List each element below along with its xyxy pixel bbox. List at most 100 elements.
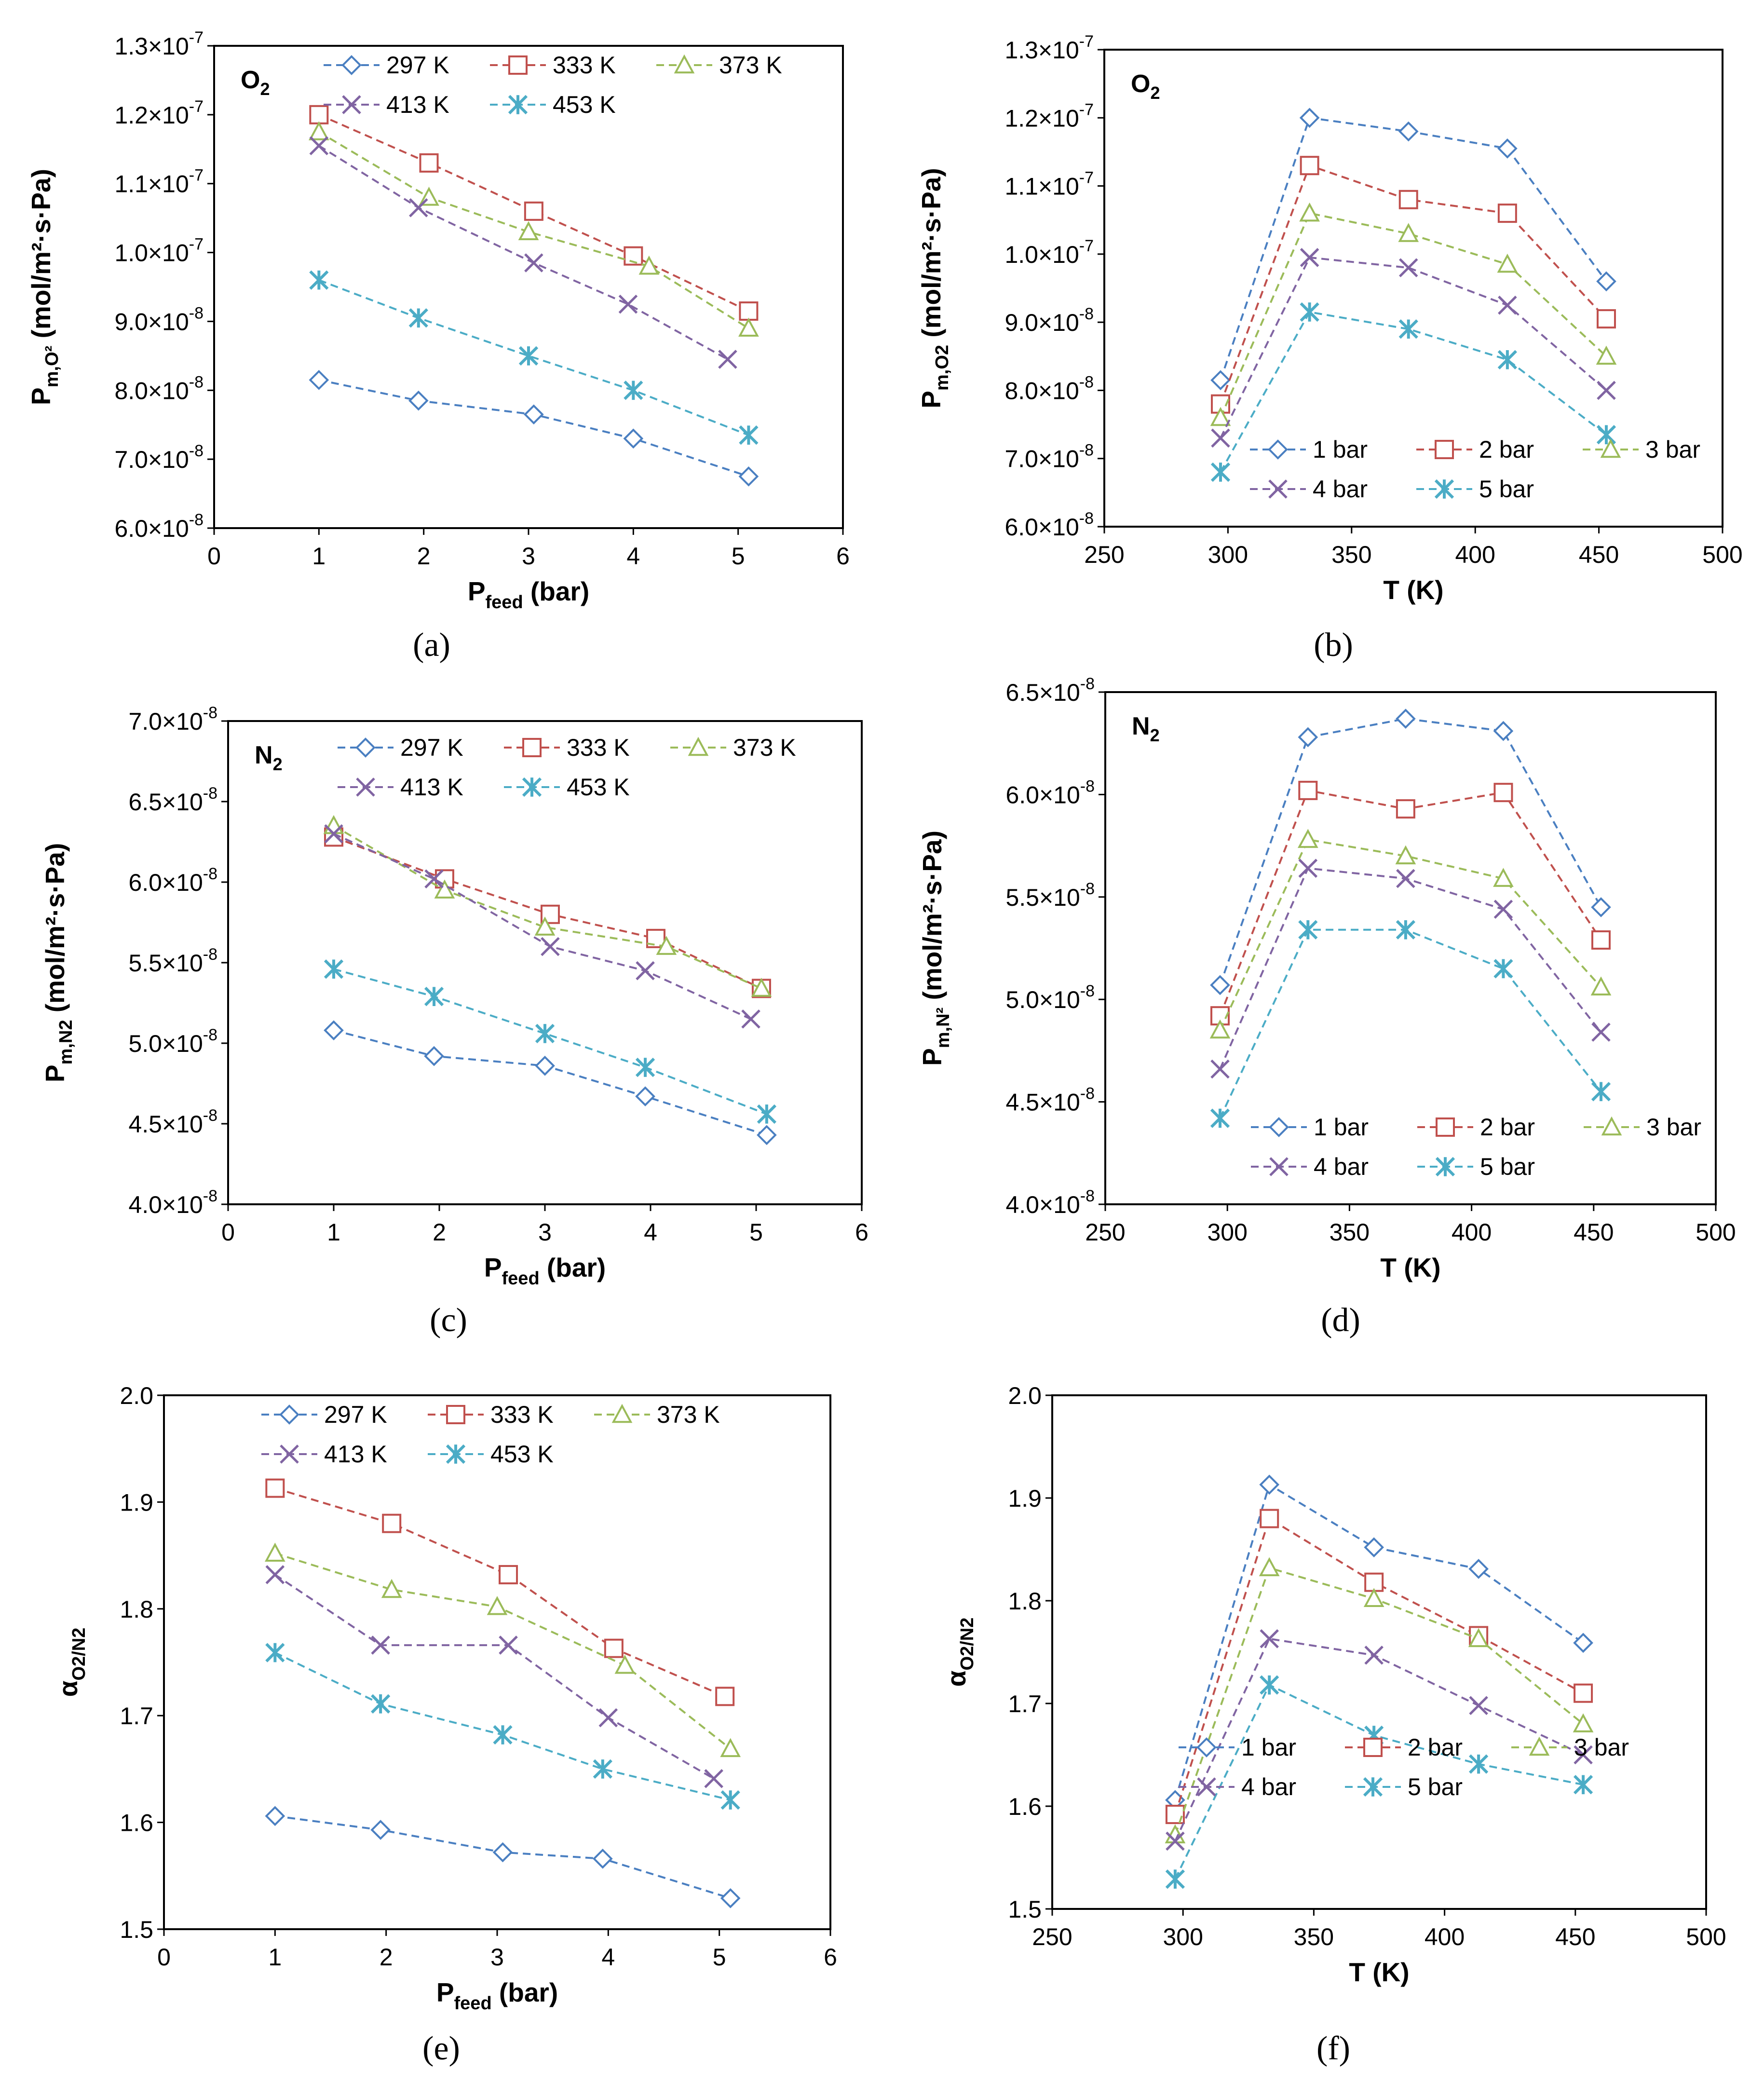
data-point bbox=[499, 1635, 518, 1655]
y-tick-exponent: -8 bbox=[203, 865, 217, 883]
series-5-bar bbox=[1210, 302, 1616, 482]
y-tick-mantissa: 7.0×10 bbox=[128, 708, 203, 735]
data-point bbox=[1210, 975, 1230, 995]
marker-stroke bbox=[636, 961, 655, 981]
series-line bbox=[1220, 311, 1607, 473]
gas-label: O2 bbox=[241, 66, 270, 99]
y-tick-label: 1.2×10-7 bbox=[114, 97, 204, 129]
y-tick-mantissa: 6.0×10 bbox=[114, 515, 189, 542]
data-point bbox=[1299, 108, 1320, 128]
data-point bbox=[487, 1596, 508, 1615]
y-tick-exponent: -8 bbox=[1080, 880, 1095, 898]
marker-stroke bbox=[1591, 1022, 1611, 1042]
legend-marker bbox=[342, 95, 361, 114]
y-tick-mantissa: 5.5×10 bbox=[1005, 884, 1080, 911]
legend: 297 K 333 K 373 K 413 K 453 K bbox=[261, 1401, 720, 1468]
y-tick-exponent: -8 bbox=[203, 945, 217, 964]
marker-stroke bbox=[1268, 479, 1288, 499]
data-point bbox=[1364, 1572, 1384, 1592]
legend-marker bbox=[1436, 1117, 1455, 1137]
legend-label: 5 bar bbox=[1408, 1773, 1463, 1800]
data-point bbox=[1591, 1022, 1611, 1042]
y-tick-label: 5.5×10-8 bbox=[1005, 880, 1095, 911]
y-axis-label-main: α bbox=[941, 1670, 971, 1687]
data-point bbox=[1596, 309, 1616, 329]
data-point bbox=[715, 1687, 735, 1706]
series-line bbox=[318, 145, 728, 360]
legend-label: 333 K bbox=[567, 734, 630, 761]
y-tick-label: 7.0×10-8 bbox=[128, 704, 217, 735]
x-tick-label: 3 bbox=[490, 1944, 504, 1971]
legend-marker bbox=[1196, 1737, 1217, 1757]
marker-stroke bbox=[1364, 1646, 1384, 1665]
y-tick-label: 5.5×10-8 bbox=[128, 945, 217, 977]
legend-label: 373 K bbox=[733, 734, 796, 761]
legend-label: 2 bar bbox=[1479, 436, 1534, 463]
marker-stroke bbox=[1396, 869, 1415, 888]
legend-label: 453 K bbox=[553, 91, 616, 118]
marker-stroke bbox=[424, 869, 444, 889]
legend-item: 1 bar bbox=[1250, 436, 1368, 463]
data-point bbox=[1396, 920, 1415, 940]
y-tick-exponent: -8 bbox=[189, 304, 204, 322]
y-tick-label: 2.0 bbox=[120, 1382, 153, 1409]
series-2-bar bbox=[1210, 780, 1611, 1026]
data-point bbox=[1574, 1683, 1593, 1703]
legend-label: 3 bar bbox=[1646, 1114, 1701, 1141]
series-333-K bbox=[265, 1478, 735, 1706]
marker-stroke bbox=[1210, 1059, 1230, 1079]
x-tick-label: 5 bbox=[732, 543, 745, 570]
y-tick-label: 1.3×10-7 bbox=[114, 28, 204, 60]
data-point bbox=[1468, 1754, 1489, 1774]
y-tick-mantissa: 6.0×10 bbox=[1005, 781, 1080, 808]
y-tick-exponent: -8 bbox=[1079, 373, 1094, 391]
legend-label: 453 K bbox=[567, 774, 630, 801]
x-tick-label: 350 bbox=[1331, 541, 1371, 568]
series-5-bar bbox=[1210, 920, 1611, 1128]
y-axis-label-main: P bbox=[40, 1064, 70, 1082]
y-tick-label: 5.0×10-8 bbox=[128, 1026, 217, 1057]
legend-label: 413 K bbox=[400, 774, 463, 801]
data-point bbox=[541, 937, 560, 956]
y-tick-exponent: -8 bbox=[203, 704, 217, 722]
marker-stroke bbox=[1597, 381, 1616, 400]
data-point bbox=[751, 978, 772, 997]
x-axis-label: Pfeed (bar) bbox=[468, 576, 589, 613]
legend-marker bbox=[1529, 1736, 1550, 1756]
data-point bbox=[1468, 1628, 1489, 1648]
legend-marker bbox=[446, 1405, 465, 1424]
y-tick-label: 5.0×10-8 bbox=[1005, 982, 1095, 1013]
data-point bbox=[1395, 845, 1416, 865]
legend-item: 333 K bbox=[490, 52, 616, 79]
y-tick-exponent: -7 bbox=[1079, 32, 1094, 51]
y-tick-label: 4.0×10-8 bbox=[1005, 1187, 1095, 1218]
data-point bbox=[1493, 783, 1513, 803]
marker-stroke bbox=[342, 95, 361, 114]
legend-label: 373 K bbox=[657, 1401, 720, 1428]
legend-label: 453 K bbox=[490, 1441, 554, 1468]
y-tick-mantissa: 1.6 bbox=[120, 1810, 153, 1837]
legend-item: 3 bar bbox=[1511, 1734, 1629, 1761]
data-point bbox=[265, 1806, 285, 1826]
legend-item: 413 K bbox=[338, 774, 463, 801]
data-point bbox=[309, 105, 329, 124]
legend-marker bbox=[446, 1444, 466, 1464]
legend-marker bbox=[688, 736, 709, 756]
legend-item: 2 bar bbox=[1417, 1114, 1535, 1141]
legend-item: 5 bar bbox=[1417, 1153, 1535, 1180]
data-point bbox=[1591, 930, 1611, 950]
data-point bbox=[739, 301, 759, 321]
y-tick-exponent: -8 bbox=[189, 511, 204, 529]
marker-stroke bbox=[1300, 248, 1319, 267]
y-tick-mantissa: 1.8 bbox=[1008, 1588, 1042, 1615]
legend-item: 2 bar bbox=[1345, 1734, 1463, 1761]
data-point bbox=[1298, 858, 1318, 878]
data-point bbox=[309, 136, 329, 155]
y-tick-exponent: -7 bbox=[189, 235, 204, 254]
x-axis-label-tail: (bar) bbox=[523, 576, 590, 606]
data-point bbox=[1298, 920, 1318, 940]
marker-stroke bbox=[1269, 1157, 1289, 1176]
series-373-K bbox=[323, 815, 772, 997]
y-tick-mantissa: 4.5×10 bbox=[128, 1111, 203, 1138]
